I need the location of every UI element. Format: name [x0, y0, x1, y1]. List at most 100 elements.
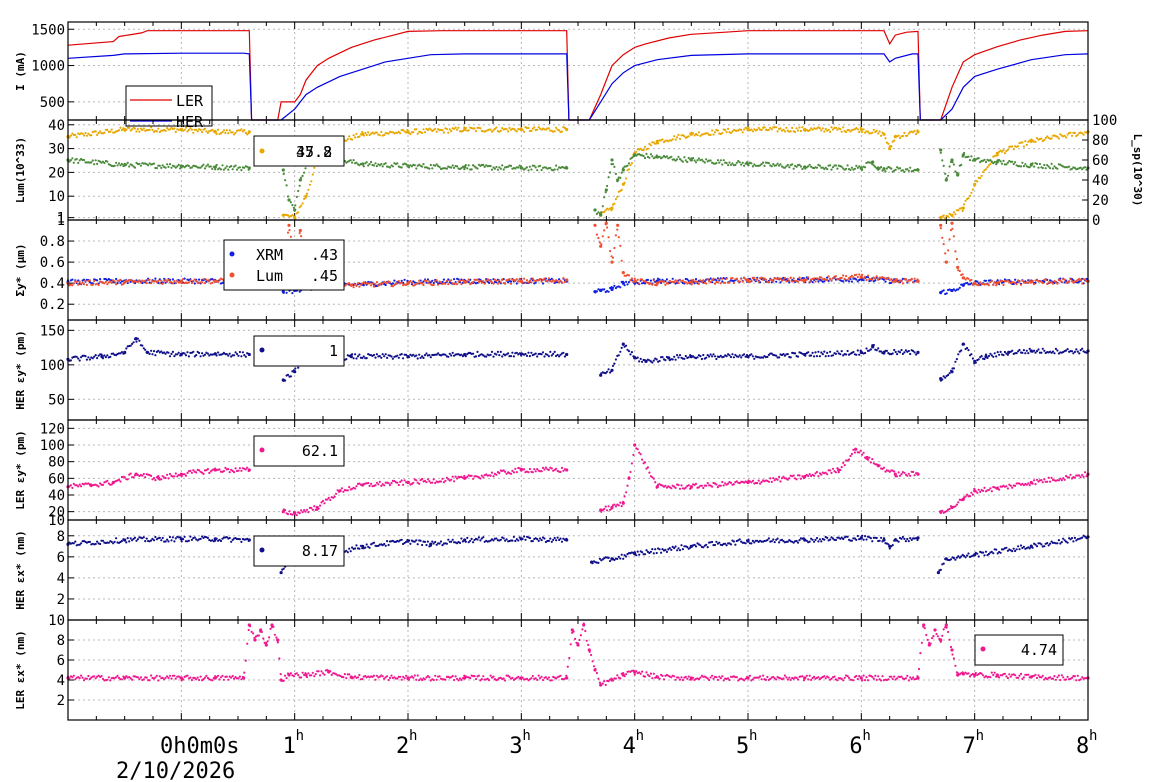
data-point [900, 472, 903, 476]
data-point [198, 278, 201, 281]
data-point [434, 164, 437, 167]
data-point [799, 129, 803, 133]
data-point [859, 166, 863, 170]
data-point [939, 291, 943, 295]
data-point [849, 168, 852, 171]
data-point [715, 483, 718, 486]
data-point [782, 353, 785, 356]
data-point [1046, 480, 1049, 483]
data-point [712, 133, 715, 136]
data-point [499, 281, 502, 284]
data-point [750, 353, 753, 356]
data-point [90, 161, 93, 164]
data-point [960, 207, 963, 210]
data-point [544, 466, 548, 469]
panel-frame [67, 219, 1089, 321]
data-point [890, 167, 893, 170]
data-point [461, 355, 464, 358]
data-point [479, 280, 482, 283]
data-point [352, 286, 355, 289]
data-point [719, 282, 722, 285]
data-point [1047, 165, 1050, 168]
data-point [303, 509, 306, 512]
data-point [437, 352, 440, 355]
data-point [731, 130, 734, 133]
data-point [824, 127, 827, 131]
data-point [377, 284, 380, 287]
data-point [104, 356, 107, 359]
data-point [689, 158, 693, 162]
data-point [184, 354, 188, 357]
data-point [534, 166, 537, 169]
data-point [393, 283, 396, 287]
data-point [530, 281, 533, 284]
data-point [237, 469, 240, 472]
data-point [152, 162, 156, 165]
data-point [772, 280, 775, 283]
data-point [103, 131, 106, 134]
data-point [1043, 138, 1046, 142]
data-point [713, 131, 717, 134]
data-point [609, 250, 612, 253]
data-point [536, 468, 539, 471]
data-point [722, 484, 725, 487]
data-point [71, 132, 74, 135]
data-point [93, 279, 96, 282]
data-point [847, 458, 851, 461]
data-point [706, 354, 709, 357]
data-point [384, 283, 387, 287]
data-point [421, 165, 424, 168]
data-point [77, 161, 80, 164]
data-point [703, 161, 706, 164]
data-point [418, 279, 421, 282]
data-point [416, 282, 419, 285]
data-point [604, 191, 607, 194]
data-point [477, 354, 480, 357]
data-point [189, 469, 192, 472]
data-point [961, 497, 965, 501]
data-point [211, 281, 214, 284]
data-point [759, 482, 762, 485]
data-point [224, 167, 227, 170]
data-point [677, 155, 680, 158]
data-point [810, 127, 813, 130]
data-point [954, 213, 957, 216]
data-point [157, 127, 160, 130]
data-point [432, 128, 435, 132]
data-point [964, 495, 967, 498]
data-point [983, 158, 986, 161]
data-point [728, 354, 731, 357]
data-point [1050, 281, 1053, 284]
data-point [558, 278, 561, 281]
data-point [954, 250, 957, 253]
data-point [224, 466, 227, 469]
data-point [655, 139, 659, 143]
data-point [442, 131, 445, 134]
data-point [798, 474, 801, 477]
data-point [638, 360, 641, 363]
y-tick-label: 80 [48, 455, 65, 471]
data-point [515, 282, 518, 285]
data-point [724, 482, 727, 485]
data-point [1006, 279, 1010, 282]
data-point [541, 351, 545, 354]
data-point [1040, 137, 1043, 140]
data-point [744, 355, 747, 358]
data-point [498, 472, 501, 475]
data-point [120, 128, 123, 132]
data-point [294, 367, 297, 370]
data-point [850, 452, 854, 456]
data-point [525, 279, 529, 282]
data-point [361, 356, 364, 360]
data-point [875, 129, 878, 132]
data-point [737, 159, 740, 163]
data-point [206, 163, 209, 166]
data-point [311, 508, 314, 511]
data-point [397, 483, 400, 487]
data-point [206, 468, 209, 471]
data-point [939, 510, 943, 514]
data-point [1082, 475, 1085, 478]
data-point [783, 354, 787, 357]
data-point [135, 130, 138, 133]
data-point [476, 350, 479, 353]
